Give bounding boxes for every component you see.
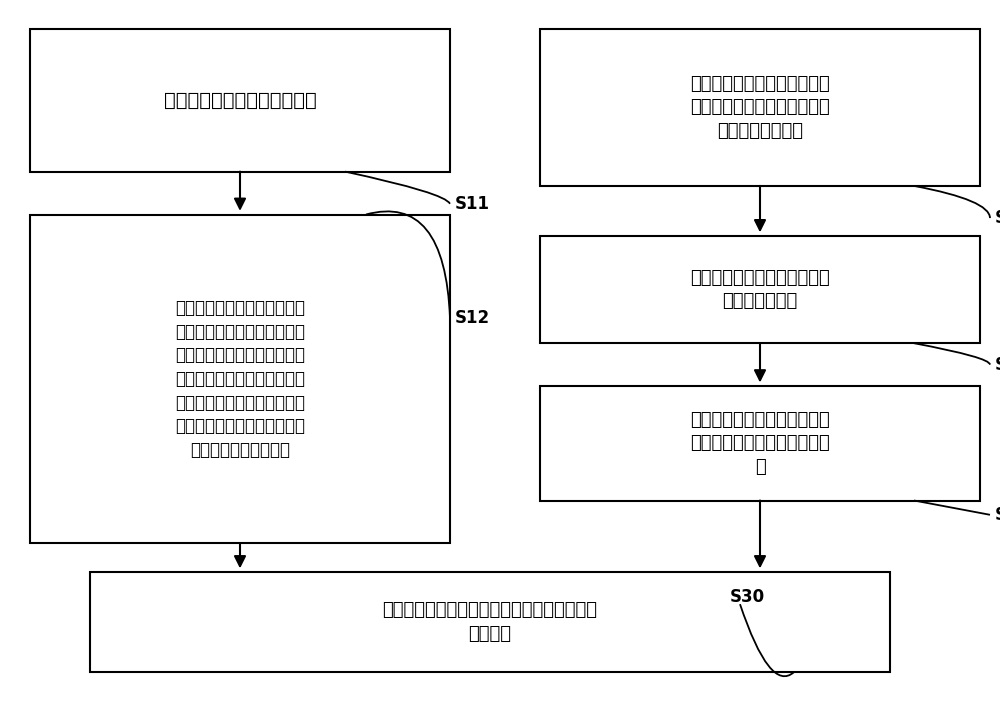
Text: 根据第一控制信号而分时段地
导通储能单元串中的各个储能
单元和电平转换与采集电路之
间的路径，从而使电平转换与
采集电路分时段地采集储能单
元串中的各个储能单元: 根据第一控制信号而分时段地 导通储能单元串中的各个储能 单元和电平转换与采集电路…	[175, 299, 305, 459]
Text: S30: S30	[730, 588, 765, 606]
FancyBboxPatch shape	[540, 236, 980, 343]
Text: S21: S21	[995, 209, 1000, 227]
FancyBboxPatch shape	[30, 29, 450, 172]
Text: 根据需要而产生第二控制信号
，其中所述第二控制信号匹配
所述第一控制信号: 根据需要而产生第二控制信号 ，其中所述第二控制信号匹配 所述第一控制信号	[690, 74, 830, 140]
FancyBboxPatch shape	[540, 29, 980, 186]
Text: 根据采集结果和比较结果而执行对应的保护与
控制操作: 根据采集结果和比较结果而执行对应的保护与 控制操作	[382, 601, 598, 643]
Text: 根据需要而产生第一控制信号: 根据需要而产生第一控制信号	[164, 91, 316, 109]
Text: 将采集结果和相应的阈值进行
比较，从而产生相应的比较结
果: 将采集结果和相应的阈值进行 比较，从而产生相应的比较结 果	[690, 410, 830, 476]
Text: S12: S12	[455, 309, 490, 327]
Text: S23: S23	[995, 506, 1000, 524]
FancyBboxPatch shape	[30, 214, 450, 543]
FancyBboxPatch shape	[90, 572, 890, 672]
Text: S22: S22	[995, 355, 1000, 374]
FancyBboxPatch shape	[540, 386, 980, 500]
Text: 根据第二控制信号而分时段地
产生相应的阈值: 根据第二控制信号而分时段地 产生相应的阈值	[690, 269, 830, 310]
Text: S11: S11	[455, 194, 490, 213]
